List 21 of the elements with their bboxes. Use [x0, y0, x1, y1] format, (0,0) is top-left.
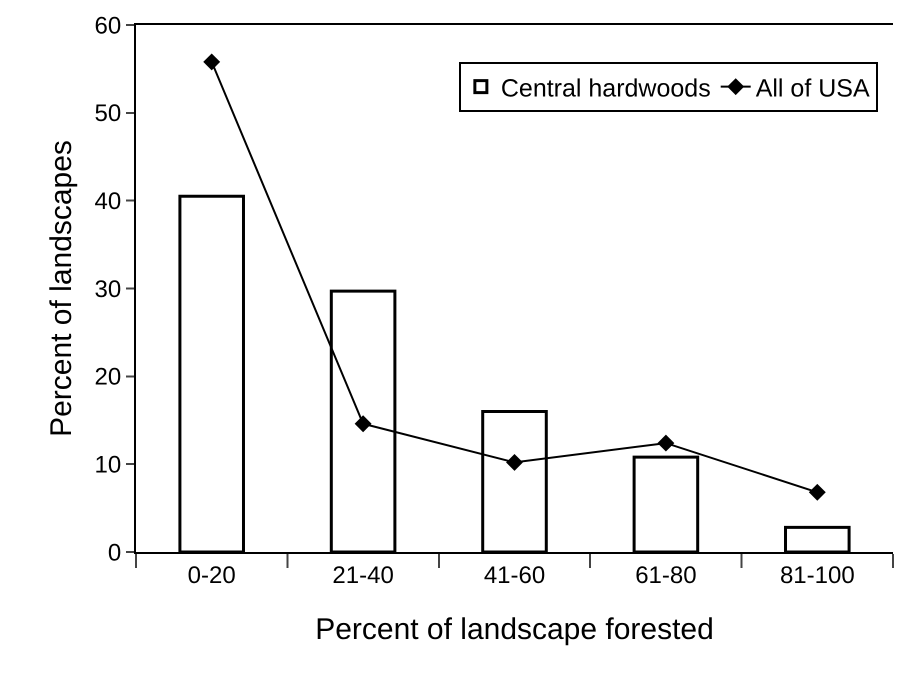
y-tick-label: 10	[94, 452, 122, 479]
point	[808, 484, 826, 501]
y-tick-label: 0	[108, 539, 122, 566]
x-tick-label: 61-80	[635, 562, 697, 589]
point	[203, 53, 220, 70]
x-tick-label: 21-40	[332, 562, 394, 589]
point	[657, 434, 674, 452]
x-tick-label: 41-60	[484, 562, 546, 589]
y-tick-label: 20	[94, 364, 122, 391]
point	[354, 415, 372, 432]
point	[506, 454, 523, 471]
x-tick-label: 81-100	[780, 562, 855, 589]
y-tick-label: 50	[94, 100, 122, 128]
y-tick-label: 30	[94, 276, 122, 303]
y-tick-label: 40	[94, 188, 122, 216]
x-axis-title: Percent of landscape forested	[315, 612, 714, 646]
x-tick-label: 0-20	[188, 562, 236, 589]
y-axis-title: Percent of landscapes	[44, 140, 78, 437]
legend-label: All of USA	[756, 74, 870, 102]
legend-label: Central hardwoods	[500, 74, 711, 102]
y-tick-label: 60	[94, 12, 122, 40]
